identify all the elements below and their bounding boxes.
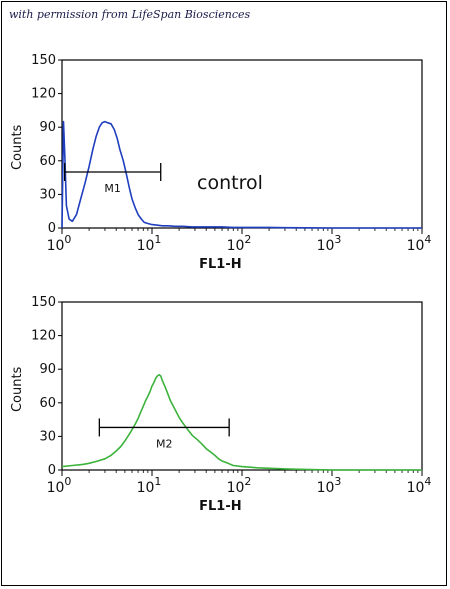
y-tick-label: 30 [39, 429, 56, 444]
y-tick-label: 0 [48, 463, 56, 478]
y-tick-label: 0 [48, 221, 56, 236]
plot-frame [61, 301, 423, 471]
marker-label: M2 [156, 437, 173, 450]
x-tick-label: 100 [47, 233, 72, 254]
y-tick-label: 120 [31, 87, 56, 102]
histogram-line [61, 374, 422, 471]
histogram-line [61, 120, 422, 229]
credit-text: with permission from LifeSpan Bioscience… [9, 8, 251, 21]
marker-label: M1 [104, 182, 121, 195]
x-tick-label: 101 [137, 475, 162, 496]
y-tick-label: 60 [39, 154, 56, 169]
x-tick-label: 102 [227, 475, 252, 496]
histogram-control: 0 30 60 90 120 150 100 101 102 103 104 FL1-H Counts M… [10, 53, 432, 272]
x-tick-label: 104 [407, 233, 432, 254]
y-tick-label: 150 [31, 295, 56, 310]
y-tick-label: 60 [39, 396, 56, 411]
y-axis-label: Counts [10, 124, 25, 170]
x-tick-label: 103 [317, 233, 342, 254]
x-axis-label: FL1-H [199, 499, 242, 514]
x-tick-label: 103 [317, 475, 342, 496]
y-tick-label: 30 [39, 187, 56, 202]
x-tick-label: 102 [227, 233, 252, 254]
y-tick-label: 150 [31, 53, 56, 68]
y-tick-label: 90 [39, 120, 56, 135]
y-tick-label: 120 [31, 329, 56, 344]
x-axis-label: FL1-H [199, 257, 242, 272]
x-tick-label: 104 [407, 475, 432, 496]
x-tick-label: 100 [47, 475, 72, 496]
y-tick-label: 90 [39, 362, 56, 377]
annotation-text: control [197, 172, 263, 194]
x-tick-label: 101 [137, 233, 162, 254]
y-axis-label: Counts [10, 366, 25, 412]
